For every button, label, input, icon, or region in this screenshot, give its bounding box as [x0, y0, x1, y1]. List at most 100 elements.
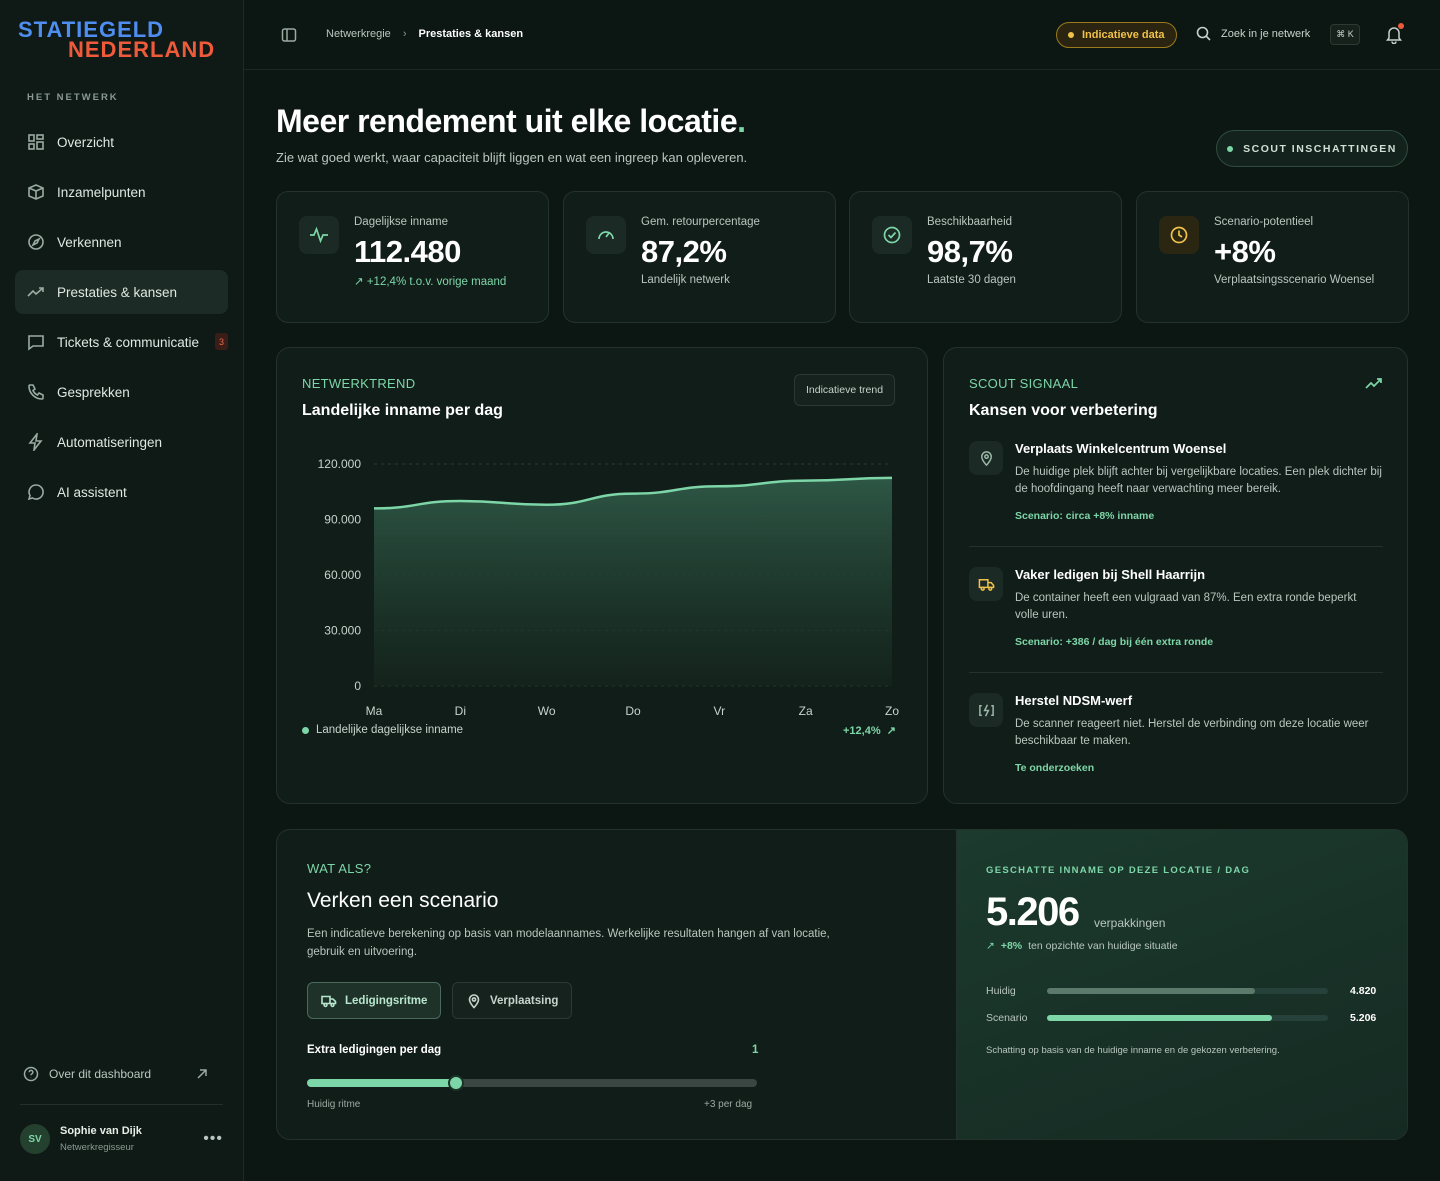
sidebar-item-ai-assistent[interactable]: AI assistent [15, 470, 228, 514]
bolt-icon [28, 433, 43, 451]
signal-link[interactable]: Te onderzoeken [1015, 762, 1095, 774]
bar-fill [1047, 988, 1255, 994]
signal-title: Verplaats Winkelcentrum Woensel [1015, 441, 1227, 456]
signal-title: Vaker ledigen bij Shell Haarrijn [1015, 567, 1206, 582]
sidebar-item-prestaties[interactable]: Prestaties & kansen [15, 270, 228, 314]
network-trend-card: NETWERKTREND Landelijke inname per dag I… [276, 347, 928, 804]
brand-logo[interactable]: STATIEGELD NEDERLAND [18, 17, 216, 62]
kpi-card-retour: Gem. retourpercentage 87,2% Landelijk ne… [563, 191, 836, 323]
tab-verplaatsing[interactable]: Verplaatsing [452, 982, 573, 1019]
y-tick-label: 30.000 [324, 624, 361, 638]
search-input[interactable]: Zoek in je netwerk [1196, 26, 1310, 41]
kpi-card-beschikbaarheid: Beschikbaarheid 98,7% Laatste 30 dagen [849, 191, 1122, 323]
kpi-sub: Laatste 30 dagen [927, 274, 1016, 286]
chat-icon [28, 335, 44, 351]
estimate-panel: GESCHATTE INNAME OP DEZE LOCATIE / DAG 5… [956, 830, 1407, 1139]
card-eyebrow: SCOUT SIGNAAL [969, 376, 1079, 391]
kpi-value: +8% [1214, 234, 1276, 269]
sidebar-item-label: Gesprekken [57, 384, 130, 400]
breadcrumb-item[interactable]: Netwerkregie [326, 28, 391, 40]
topbar: Netwerkregie › Prestaties & kansen Indic… [244, 0, 1440, 70]
signal-link[interactable]: Scenario: +386 / dag bij één extra ronde [1015, 636, 1214, 648]
slider-min-label: Huidig ritme [307, 1099, 361, 1110]
card-eyebrow: WAT ALS? [307, 861, 372, 876]
sidebar-item-gesprekken[interactable]: Gesprekken [15, 370, 228, 414]
sidebar-item-verkennen[interactable]: Verkennen [15, 220, 228, 264]
card-eyebrow: NETWERKTREND [302, 376, 416, 391]
slider-handle[interactable] [447, 1075, 464, 1091]
card-title: Kansen voor verbetering [969, 402, 1158, 419]
trending-up-icon [1365, 378, 1382, 389]
legend-dot [302, 726, 309, 734]
truck-icon [321, 995, 337, 1007]
kpi-card-scenario: Scenario-potentieel +8% Verplaatsingssce… [1136, 191, 1409, 323]
avatar: SV [20, 1124, 50, 1154]
sidebar-nav: Overzicht Inzamelpunten Verkennen Presta… [15, 120, 228, 520]
kpi-sub: Landelijk netwerk [641, 274, 730, 286]
truck-icon [969, 567, 1003, 601]
signal-item[interactable]: Herstel NDSM-werf De scanner reageert ni… [969, 693, 1383, 783]
main-content: Netwerkregie › Prestaties & kansen Indic… [244, 0, 1440, 1181]
notification-dot [1398, 23, 1404, 29]
sidebar-item-inzamelpunten[interactable]: Inzamelpunten [15, 170, 228, 214]
sidebar-item-label: AI assistent [57, 484, 127, 500]
x-tick-label: Wo [538, 704, 556, 718]
tab-ledigingsritme[interactable]: Ledigingsritme [307, 982, 442, 1019]
sidebar-item-label: Tickets & communicatie [57, 334, 200, 350]
chart-legend: Landelijke dagelijkse inname [302, 724, 463, 736]
bar-value: 5.206 [1350, 1012, 1377, 1024]
user-profile[interactable]: SV Sophie van Dijk Netwerkregisseur ••• [20, 1124, 223, 1154]
bar-value: 4.820 [1350, 985, 1377, 997]
breadcrumb: Netwerkregie › Prestaties & kansen [326, 28, 523, 40]
scenario-title: Verken een scenario [307, 889, 499, 912]
about-dashboard-link[interactable]: Over dit dashboard [23, 1066, 220, 1082]
more-icon[interactable]: ••• [203, 1130, 223, 1147]
search-icon [1196, 26, 1211, 41]
indicative-data-badge[interactable]: Indicatieve data [1056, 22, 1177, 48]
kpi-label: Scenario-potentieel [1214, 216, 1314, 228]
trend-icon [27, 287, 44, 297]
x-tick-label: Di [455, 704, 466, 718]
trend-chart: 120.000 90.000 60.000 30.000 0 Ma Di Wo Do Vr Za Zo [318, 457, 900, 718]
signal-text: De scanner reageert niet. Herstel de ver… [1015, 718, 1369, 747]
kpi-label: Gem. retourpercentage [641, 216, 760, 228]
bar-track-current [1047, 988, 1328, 994]
slider-value: 1 [752, 1044, 759, 1056]
x-tick-label: Ma [366, 704, 383, 718]
signal-title: Herstel NDSM-werf [1015, 693, 1133, 708]
signal-item[interactable]: Verplaats Winkelcentrum Woensel De huidi… [969, 441, 1383, 531]
kpi-sub: Verplaatsingsscenario Woensel [1214, 274, 1375, 286]
card-title: Landelijke inname per dag [302, 402, 503, 419]
page-subtitle: Zie wat goed werkt, waar capaciteit blij… [276, 150, 748, 165]
sidebar: STATIEGELD NEDERLAND HET NETWERK Overzic… [0, 0, 244, 1181]
area-fill [374, 477, 892, 686]
user-role: Netwerkregisseur [60, 1142, 134, 1153]
check-circle-icon [872, 216, 912, 254]
chevron-right-icon: › [402, 28, 407, 40]
emptying-slider[interactable] [307, 1075, 757, 1091]
gauge-icon [586, 216, 626, 254]
indicative-trend-pill[interactable]: Indicatieve trend [794, 374, 896, 406]
sidebar-item-overzicht[interactable]: Overzicht [15, 120, 228, 164]
sidebar-toggle-icon[interactable] [281, 27, 297, 43]
slider-label: Extra ledigingen per dag [307, 1044, 442, 1056]
kpi-value: 112.480 [354, 234, 461, 269]
signal-text: De huidige plek blijft achter bij vergel… [1015, 466, 1382, 495]
sidebar-item-tickets[interactable]: Tickets & communicatie 3 [15, 320, 228, 364]
tickets-badge: 3 [215, 333, 228, 350]
kpi-value: 87,2% [641, 234, 727, 269]
scout-signal-card: SCOUT SIGNAAL Kansen voor verbetering Ve… [943, 347, 1408, 804]
activity-icon [299, 216, 339, 254]
sidebar-item-label: Prestaties & kansen [57, 284, 178, 300]
scenario-description: Een indicatieve berekening op basis van … [307, 928, 830, 958]
divider [969, 546, 1383, 547]
status-dot [1068, 32, 1074, 38]
signal-link[interactable]: Scenario: circa +8% inname [1015, 510, 1155, 522]
arrow-up-right-icon: ↗ [883, 725, 896, 737]
sidebar-item-automatiseringen[interactable]: Automatiseringen [15, 420, 228, 464]
scout-estimates-button[interactable]: SCOUT INSCHATTINGEN [1216, 130, 1408, 167]
trend-change: +12,4% ↗ [843, 725, 896, 737]
bell-icon[interactable] [1384, 24, 1404, 44]
signal-item[interactable]: Vaker ledigen bij Shell Haarrijn De cont… [969, 567, 1383, 657]
scenario-card: WAT ALS? Verken een scenario Een indicat… [276, 829, 1408, 1140]
